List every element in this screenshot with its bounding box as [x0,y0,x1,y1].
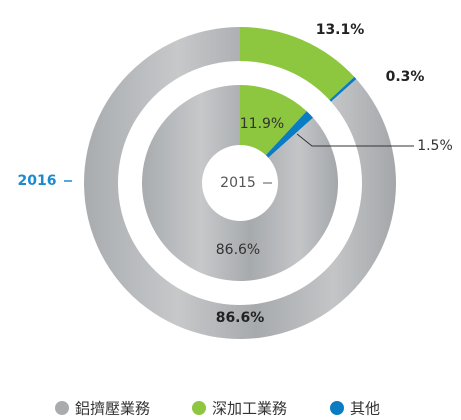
ring-segment [329,76,357,102]
legend-label: 其他 [350,400,380,418]
ring-segment [142,85,338,281]
series-label: 2015 [220,175,256,191]
data-label: 11.9% [240,116,284,132]
rings [84,27,396,339]
data-label: 13.1% [316,22,365,38]
ring-segment [240,85,307,156]
data-label: 86.6% [216,310,265,326]
legend-swatch [55,401,69,415]
ring-segment [240,27,355,101]
legend-swatch [330,401,344,415]
data-label: 86.6% [216,242,260,258]
legend-label: 深加工業務 [212,400,287,418]
data-label: 0.3% [386,69,425,85]
labels: 86.6% 13.1% 0.3% 86.6% 11.9% 1.5% 2016 2015 [18,22,453,326]
leader-line [296,133,414,147]
legend-label: 鋁擠壓業務 [75,400,150,418]
data-label: 1.5% [417,138,453,154]
ring-segment [265,111,314,158]
series-label: 2016 [18,173,57,189]
legend-swatch [192,401,206,415]
